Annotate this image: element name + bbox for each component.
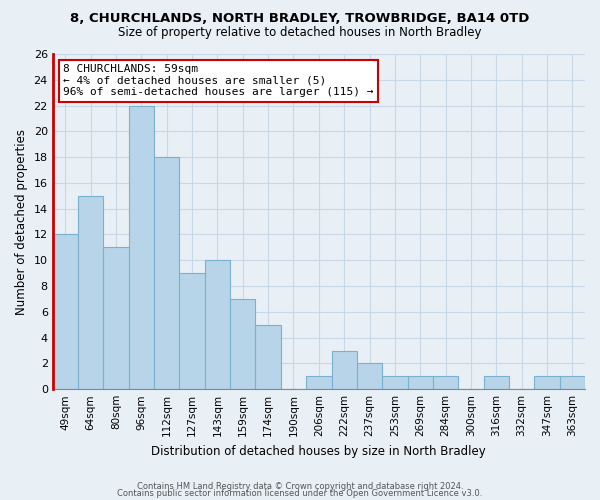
Bar [484,376,509,389]
Bar [382,376,407,389]
Bar [306,376,332,389]
Bar [407,376,433,389]
Bar [535,376,560,389]
Text: 8, CHURCHLANDS, NORTH BRADLEY, TROWBRIDGE, BA14 0TD: 8, CHURCHLANDS, NORTH BRADLEY, TROWBRIDG… [70,12,530,26]
Bar [332,350,357,389]
X-axis label: Distribution of detached houses by size in North Bradley: Distribution of detached houses by size … [151,444,486,458]
Y-axis label: Number of detached properties: Number of detached properties [15,128,28,314]
Bar [357,364,382,389]
Bar [560,376,585,389]
Bar [53,234,78,389]
Text: Size of property relative to detached houses in North Bradley: Size of property relative to detached ho… [118,26,482,39]
Text: Contains HM Land Registry data © Crown copyright and database right 2024.: Contains HM Land Registry data © Crown c… [137,482,463,491]
Bar [256,324,281,389]
Text: 8 CHURCHLANDS: 59sqm
← 4% of detached houses are smaller (5)
96% of semi-detache: 8 CHURCHLANDS: 59sqm ← 4% of detached ho… [64,64,374,98]
Bar [179,273,205,389]
Bar [78,196,103,389]
Bar [230,299,256,389]
Bar [154,157,179,389]
Bar [205,260,230,389]
Bar [433,376,458,389]
Bar [103,248,129,389]
Bar [129,106,154,389]
Text: Contains public sector information licensed under the Open Government Licence v3: Contains public sector information licen… [118,488,482,498]
